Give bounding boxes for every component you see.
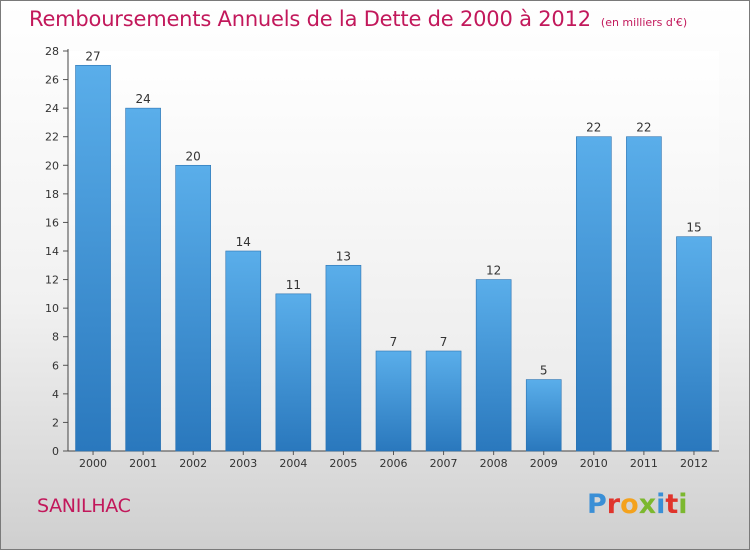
bar-2002 xyxy=(175,164,211,452)
x-tick-label-2005: 2005 xyxy=(329,457,357,470)
y-tick-label: 0 xyxy=(52,445,59,458)
x-tick-label-2010: 2010 xyxy=(580,457,608,470)
x-tick-label-2012: 2012 xyxy=(680,457,708,470)
logo-letter: P xyxy=(587,489,607,520)
data-label-2009: 5 xyxy=(540,364,548,378)
bar-2012 xyxy=(676,236,712,452)
bar-2010 xyxy=(576,136,612,452)
x-tick-label-2007: 2007 xyxy=(430,457,458,470)
bar-2006 xyxy=(375,350,412,452)
y-tick-label: 10 xyxy=(45,302,59,315)
data-label-2011: 22 xyxy=(636,121,651,135)
data-label-2006: 7 xyxy=(390,335,398,349)
data-label-2008: 12 xyxy=(486,264,501,278)
x-tick-label-2003: 2003 xyxy=(229,457,257,470)
bar-2005 xyxy=(325,264,362,452)
bar-2007 xyxy=(425,350,462,452)
logo-letter: i xyxy=(656,489,666,520)
y-tick-label: 28 xyxy=(45,45,59,58)
x-tick-label-2006: 2006 xyxy=(380,457,408,470)
data-label-2000: 27 xyxy=(85,49,100,63)
logo-letter: r xyxy=(606,489,621,520)
data-label-2010: 22 xyxy=(586,121,601,135)
proxiti-logo[interactable]: Proxiti xyxy=(587,489,688,520)
data-label-2002: 20 xyxy=(186,149,201,163)
bar-2001 xyxy=(125,107,161,452)
commune-name: SANILHAC xyxy=(37,495,131,517)
bar-2000 xyxy=(75,64,111,452)
y-tick-label: 16 xyxy=(45,216,59,229)
y-tick-label: 4 xyxy=(52,388,59,401)
logo-letter: o xyxy=(620,489,639,520)
y-tick-label: 2 xyxy=(52,416,59,429)
y-tick-label: 14 xyxy=(45,245,59,258)
bar-2011 xyxy=(626,136,662,452)
logo-letter: x xyxy=(638,489,657,520)
chart-title: Remboursements Annuels de la Dette de 20… xyxy=(29,7,591,31)
x-tick-label-2000: 2000 xyxy=(79,457,107,470)
x-tick-label-2008: 2008 xyxy=(480,457,508,470)
y-tick-label: 18 xyxy=(45,188,59,201)
bar-2008 xyxy=(475,279,512,452)
y-tick-label: 8 xyxy=(52,331,59,344)
y-tick-label: 6 xyxy=(52,359,59,372)
y-tick-label: 12 xyxy=(45,274,59,287)
x-tick-label-2001: 2001 xyxy=(129,457,157,470)
bar-2009 xyxy=(525,379,562,452)
chart-subtitle: (en milliers d'€) xyxy=(600,16,688,29)
data-label-2001: 24 xyxy=(135,92,150,106)
logo-letter: i xyxy=(678,489,688,520)
data-label-2004: 11 xyxy=(286,278,301,292)
data-label-2007: 7 xyxy=(440,335,448,349)
y-tick-label: 26 xyxy=(45,74,59,87)
x-tick-label-2002: 2002 xyxy=(179,457,207,470)
x-tick-label-2009: 2009 xyxy=(530,457,558,470)
y-tick-label: 24 xyxy=(45,102,59,115)
x-tick-label-2011: 2011 xyxy=(630,457,658,470)
x-tick-label-2004: 2004 xyxy=(279,457,307,470)
bar-2003 xyxy=(225,250,262,452)
bar-2004 xyxy=(275,293,312,452)
logo-letter: t xyxy=(665,489,679,520)
data-label-2003: 14 xyxy=(236,235,251,249)
y-tick-label: 22 xyxy=(45,131,59,144)
data-label-2012: 15 xyxy=(686,221,701,235)
y-tick-label: 20 xyxy=(45,159,59,172)
data-label-2005: 13 xyxy=(336,249,351,263)
title-row: Remboursements Annuels de la Dette de 20… xyxy=(29,7,687,31)
